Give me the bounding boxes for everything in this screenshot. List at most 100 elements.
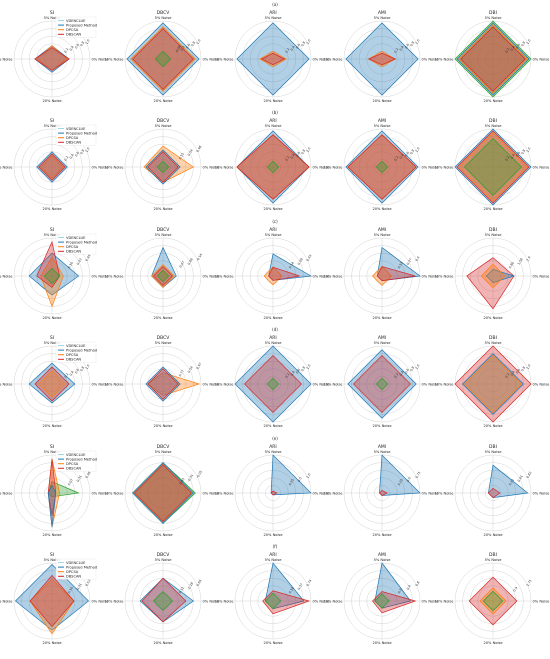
chart-title: ARI (269, 444, 277, 450)
tick-label: 0.07 (67, 478, 74, 486)
spoke-label-5: 5% Noise (485, 450, 503, 454)
spoke-label-10: 10% Noise (214, 165, 234, 169)
spoke-label-20: 20% Noise (263, 316, 283, 320)
tick-label: 0.31 (76, 474, 83, 482)
legend-entry: VDENCLUE (66, 453, 86, 457)
spoke-label-5: 5% Noise (374, 450, 392, 454)
spoke-label-10: 10% Noise (323, 165, 343, 169)
spoke-label-20: 20% Noise (372, 424, 392, 428)
spoke-label-20: 20% Noise (42, 99, 62, 103)
chart-title: DBCV (157, 227, 171, 233)
spoke-label-20: 20% Noise (263, 99, 283, 103)
spoke-label-10: 10% Noise (0, 57, 13, 61)
chart-title: ARI (269, 118, 277, 124)
tick-label: 0.8 (190, 41, 196, 47)
tick-label: 0.21 (508, 478, 515, 486)
spoke-label-0: 0% Noise (92, 599, 110, 603)
tick-label: 1.0 (415, 364, 421, 370)
series-proposed-method (345, 22, 419, 96)
tick-label: 0.6 (515, 368, 521, 374)
chart-title: DBCV (157, 10, 171, 16)
legend-entry: DBSCAN (66, 141, 81, 145)
tick-label: 0.97 (196, 362, 203, 370)
spoke-label-10: 10% Noise (434, 274, 454, 278)
series-proposed-method (454, 128, 532, 206)
spoke-label-5: 5% Noise (265, 233, 283, 237)
series-dpcsa (458, 24, 528, 94)
tick-label: 0.4 (399, 45, 405, 51)
spoke-label-20: 20% Noise (483, 99, 503, 103)
spoke-label-10: 10% Noise (323, 382, 343, 386)
series-proposed-method (462, 353, 524, 415)
spoke-label-20: 20% Noise (263, 641, 283, 645)
tick-label: 0.2 (397, 588, 403, 594)
tick-label: 1.0 (306, 39, 312, 45)
tick-label: 0.4 (510, 370, 516, 376)
tick-label: 0.75 (415, 471, 422, 479)
series-proposed-method (347, 349, 417, 419)
spoke-label-10: 10% Noise (0, 491, 13, 495)
tick-label: 1.75 (526, 579, 533, 587)
legend-entry: DPCSA (66, 245, 79, 249)
spoke-label-20: 20% Noise (153, 424, 173, 428)
tick-label: 0.6 (295, 43, 301, 49)
tick-label: 0.6 (515, 151, 521, 157)
tick-label: 0.2 (284, 372, 290, 378)
series-dbscan (376, 266, 416, 282)
series-dpcsa (151, 264, 175, 288)
series-dbscan (236, 134, 310, 200)
chart-title: AMI (378, 118, 386, 124)
series-dbscan (262, 590, 311, 615)
tick-label: -0.05 (196, 470, 204, 479)
tick-label: 0.44 (85, 254, 92, 262)
tick-label: 1.0 (526, 364, 532, 370)
series-kmeans-like (264, 592, 282, 610)
legend-entry: DPCSA (66, 570, 79, 574)
tick-label: 0.2 (180, 45, 186, 51)
spoke-label-0: 0% Noise (422, 382, 440, 386)
tick-label: -0.18 (187, 581, 195, 590)
spoke-label-20: 20% Noise (372, 207, 392, 211)
series-proposed-method (126, 22, 200, 96)
series-kmeans-like (153, 591, 173, 611)
tick-label: 0.5 (297, 476, 303, 482)
chart-title: SI (50, 335, 54, 341)
tick-label: 0.8 (520, 366, 526, 372)
tick-label: 0.27 (406, 257, 413, 265)
chart-title: ARI (269, 227, 277, 233)
spoke-label-10: 10% Noise (434, 491, 454, 495)
spoke-label-0: 0% Noise (203, 165, 221, 169)
spoke-label-5: 5% Noise (374, 124, 392, 128)
spoke-label-20: 20% Noise (263, 424, 283, 428)
series-kmeans-like (43, 267, 61, 285)
spoke-label-10: 10% Noise (104, 382, 124, 386)
spoke-label-0: 0% Noise (422, 165, 440, 169)
spoke-label-20: 20% Noise (483, 207, 503, 211)
tick-label: 0.14 (288, 261, 295, 269)
tick-label: 1.0 (306, 147, 312, 153)
tick-label: 0.4 (415, 256, 421, 262)
tick-label: 0.2 (284, 47, 290, 53)
legend-entry: DBSCAN (66, 575, 81, 579)
tick-label: 0.4 (406, 584, 412, 590)
spoke-label-0: 0% Noise (533, 165, 550, 169)
spoke-label-0: 0% Noise (203, 491, 221, 495)
tick-label: 0.4 (290, 45, 296, 51)
spoke-label-20: 20% Noise (153, 316, 173, 320)
series-proposed-method (379, 454, 421, 496)
tick-label: 0.8 (300, 366, 306, 372)
series-kmeans-like (454, 20, 532, 98)
tick-label: -0.65 (178, 477, 186, 486)
legend-box (55, 341, 97, 363)
tick-label: 0.4 (290, 153, 296, 159)
series-dpcsa (372, 266, 392, 286)
tick-label: 0.19 (288, 586, 295, 594)
legend-box (55, 558, 97, 580)
series-dbscan (456, 130, 530, 204)
legend-entry: VDENCLUE (66, 127, 86, 131)
series-dbscan (367, 52, 397, 66)
